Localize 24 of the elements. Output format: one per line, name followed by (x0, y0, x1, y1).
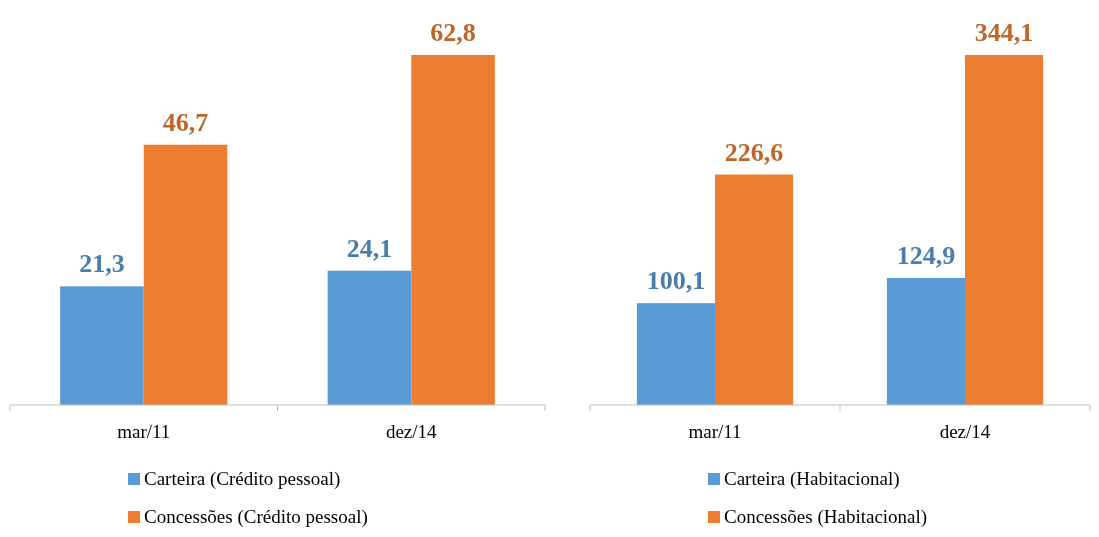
bar (636, 303, 715, 405)
x-tick-label: dez/14 (385, 421, 438, 442)
bar (143, 144, 228, 405)
data-label: 62,8 (430, 18, 476, 47)
data-label: 21,3 (79, 249, 125, 279)
legend-label: Concessões (Habitacional) (724, 506, 928, 528)
x-tick-label: dez/14 (939, 421, 991, 442)
bar (60, 286, 144, 405)
bar (715, 174, 794, 405)
data-label: 344,1 (974, 18, 1034, 47)
data-label: 100,1 (646, 266, 706, 296)
legend-label: Carteira (Habitacional) (724, 468, 900, 490)
x-tick-label: mar/11 (688, 421, 742, 442)
bar (411, 55, 495, 405)
data-label: 24,1 (346, 233, 393, 263)
bar (327, 270, 412, 405)
data-label: 46,7 (162, 107, 209, 137)
data-label: 124,9 (896, 240, 956, 270)
legend-label: Carteira (Crédito pessoal) (144, 468, 341, 490)
legend-label: Concessões (Crédito pessoal) (144, 506, 368, 528)
bar (965, 55, 1044, 405)
bar (886, 277, 965, 405)
data-label: 226,6 (724, 137, 784, 167)
x-tick-label: mar/11 (117, 421, 171, 442)
